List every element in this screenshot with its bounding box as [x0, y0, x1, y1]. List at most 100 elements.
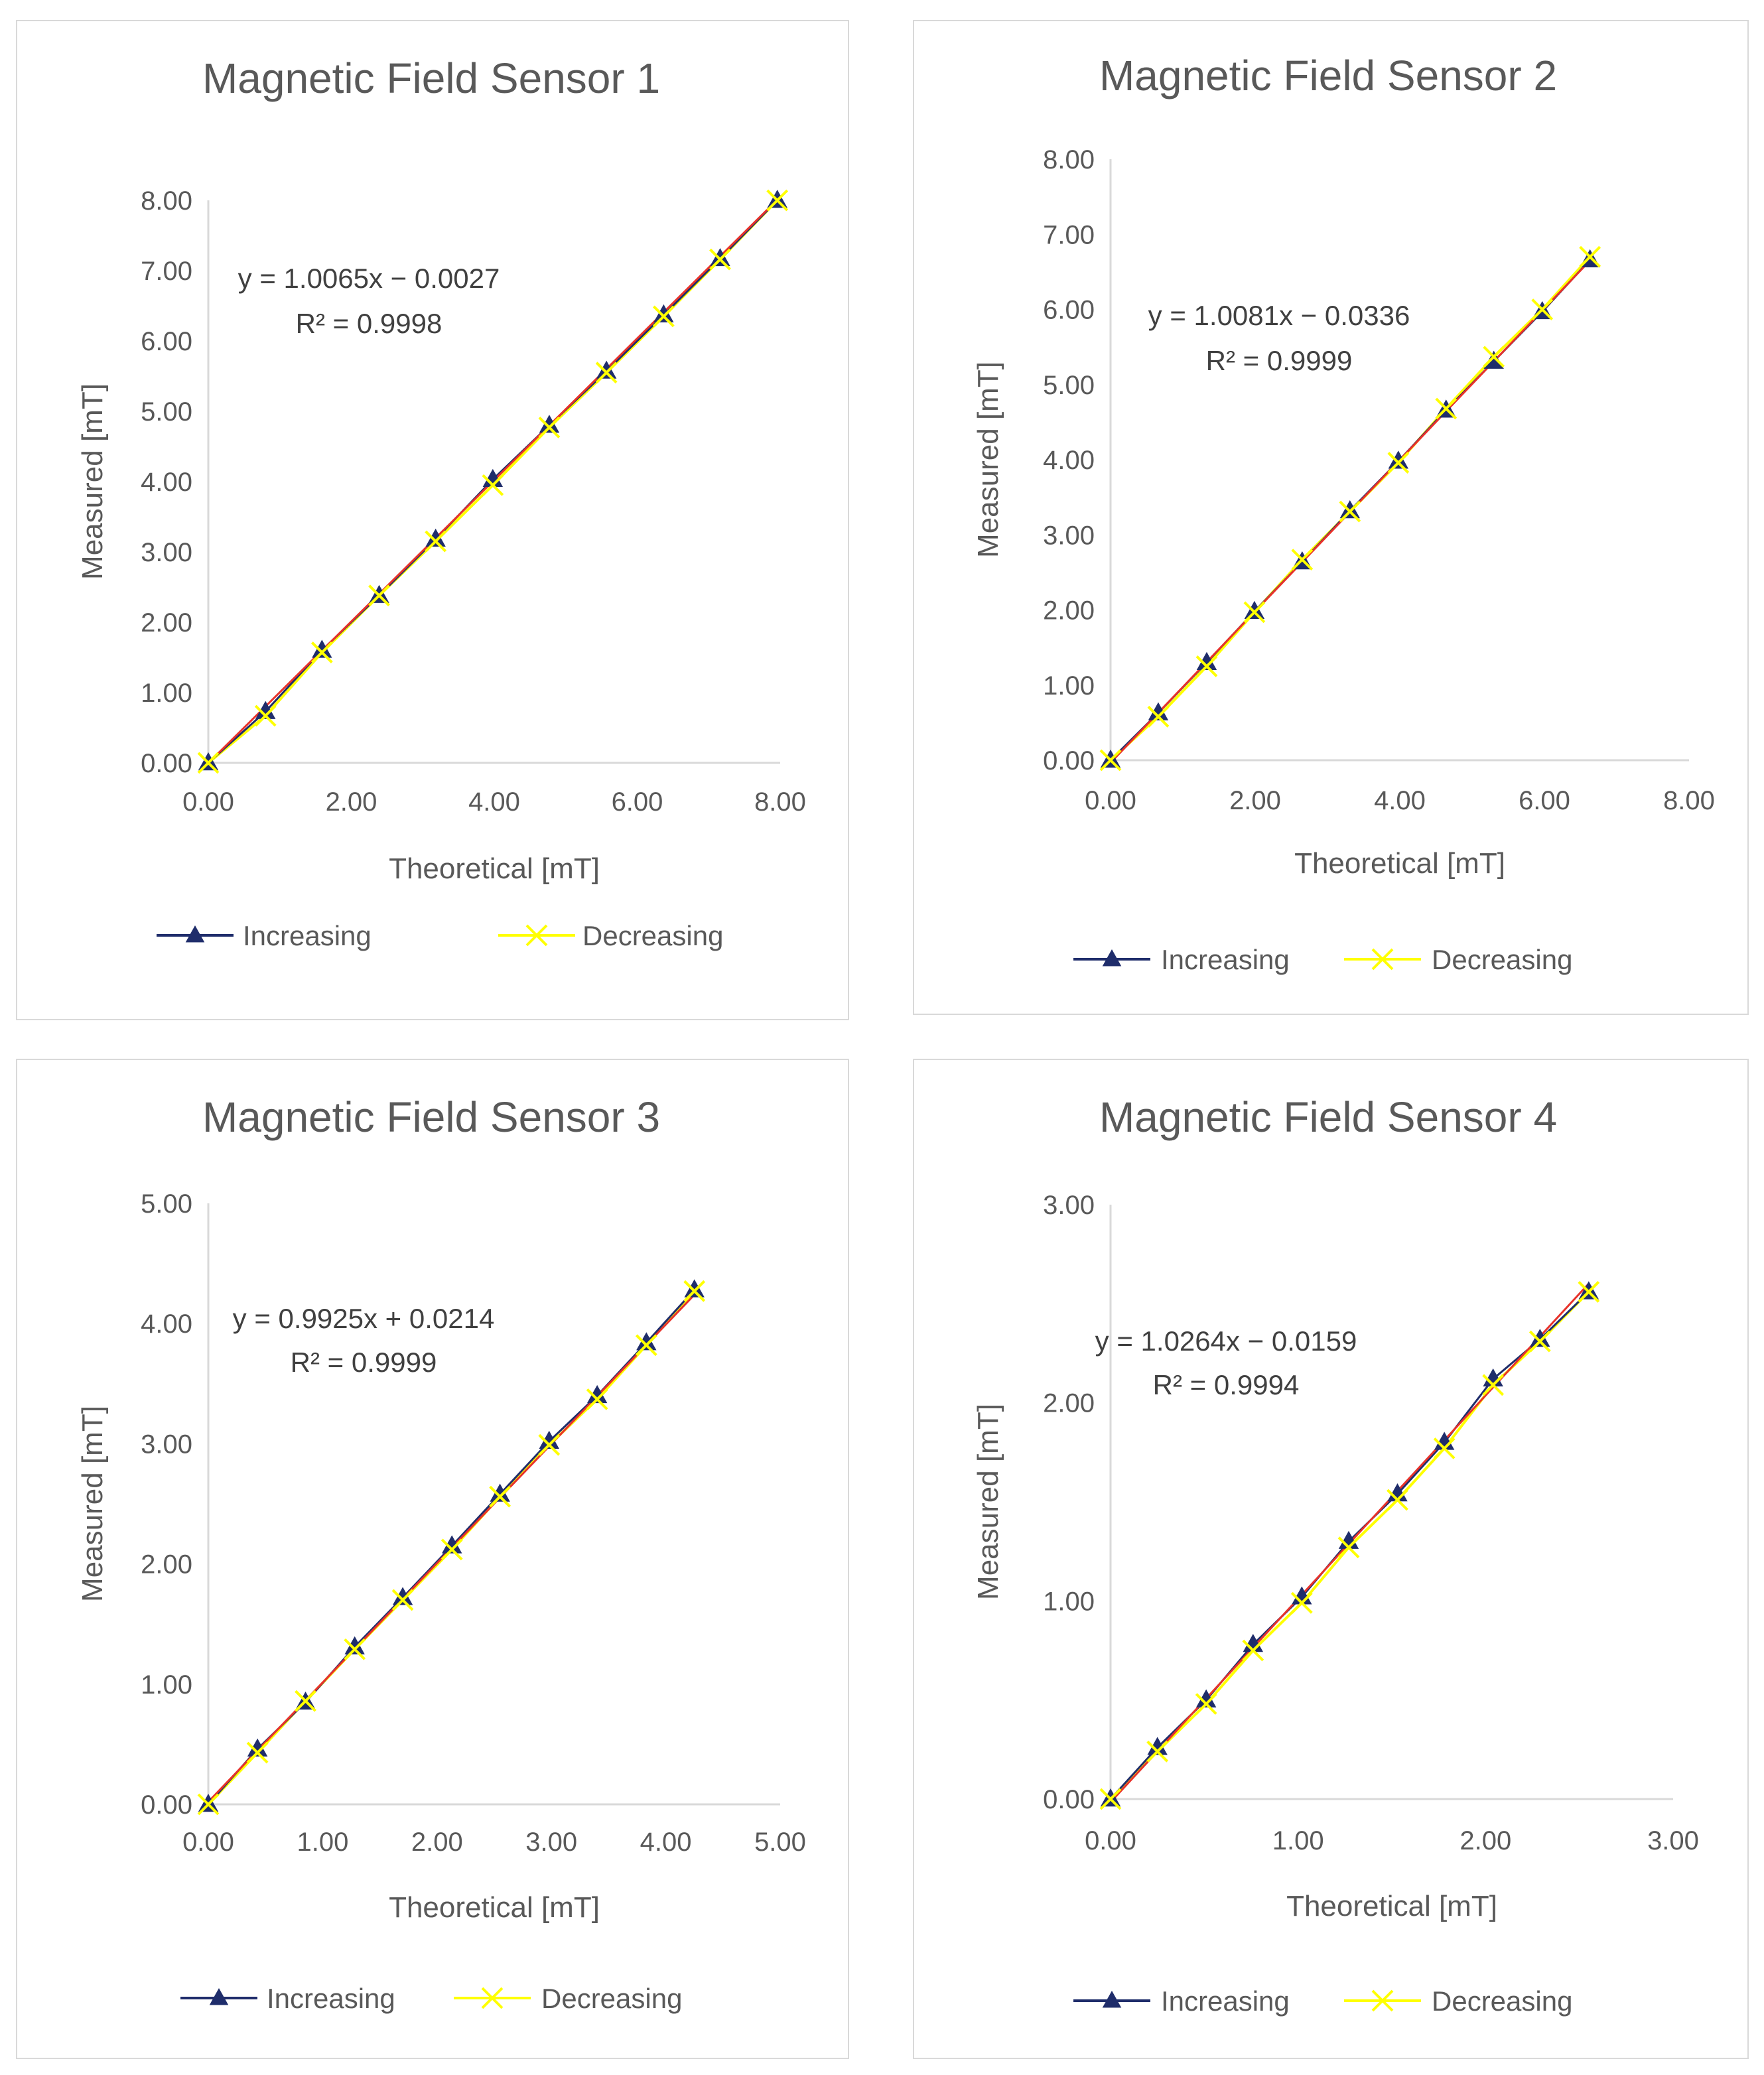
decreasing-point: [1482, 1374, 1505, 1396]
increasing-point: [442, 1535, 462, 1554]
legend-item-increasing: Increasing: [1073, 1985, 1290, 2017]
decreasing-point: [1290, 1591, 1313, 1614]
increasing-point: [1339, 500, 1360, 519]
legend-item-increasing: Increasing: [157, 920, 372, 951]
decreasing-point: [635, 1334, 657, 1357]
x-tick-label: 2.00: [326, 787, 377, 817]
x-tick-label: 1.00: [1272, 1826, 1324, 1855]
legend-item-decreasing: Decreasing: [1344, 944, 1572, 975]
y-tick-label: 1.00: [1043, 671, 1095, 701]
increasing-point: [1244, 600, 1265, 619]
chart-svg: Magnetic Field Sensor 1 0.00 2.00 4.00 6.00 8…: [76, 54, 806, 951]
decreasing-point: [766, 189, 789, 212]
legend-decreasing-label: Decreasing: [1432, 944, 1572, 975]
x-tick-label: 8.00: [754, 787, 806, 817]
y-axis-label: Measured [mT]: [972, 1404, 1004, 1600]
decreasing-point: [1528, 1330, 1551, 1353]
decreasing-point: [254, 704, 277, 727]
chart-svg: Magnetic Field Sensor 4 0.00 1.00 2.00 3.00 0…: [972, 1093, 1699, 2017]
y-tick-label: 6.00: [1043, 296, 1095, 325]
x-tick-label: 4.00: [468, 787, 520, 817]
x-tick-label: 8.00: [1663, 786, 1715, 815]
decreasing-point: [1531, 299, 1554, 320]
decreasing-point: [1099, 749, 1122, 771]
y-tick-label: 2.00: [1043, 596, 1095, 626]
decreasing-point: [197, 1793, 220, 1816]
decreasing-point: [1337, 1536, 1360, 1559]
increasing-point: [1530, 1329, 1550, 1347]
legend-increasing-marker: [185, 925, 205, 943]
y-tick-label: 1.00: [1043, 1587, 1095, 1616]
decreasing-point: [1387, 1489, 1408, 1511]
r-squared-label: R² = 0.9998: [296, 308, 442, 339]
legend-increasing-label: Increasing: [1161, 1985, 1290, 2017]
legend-increasing-marker: [1102, 949, 1122, 967]
x-axis-label: Theoretical [mT]: [1286, 1890, 1497, 1922]
decreasing-point: [1339, 500, 1361, 523]
decreasing-point: [595, 362, 618, 384]
decreasing-point: [538, 416, 561, 438]
increasing-point: [1195, 1689, 1217, 1707]
y-tick-label: 5.00: [141, 1189, 192, 1219]
chart-svg: Magnetic Field Sensor 2 0.00 2.00 4.00 6.00 8…: [972, 52, 1715, 975]
decreasing-point: [482, 474, 504, 496]
increasing-point: [539, 415, 560, 433]
increasing-point: [425, 528, 446, 547]
y-tick-label: 0.00: [1043, 1785, 1095, 1814]
legend: Increasing Decreasing: [157, 920, 723, 951]
decreasing-point: [1435, 397, 1458, 420]
y-axis-label: Measured [mT]: [972, 362, 1004, 558]
x-axis-label: Theoretical [mT]: [389, 1891, 600, 1924]
y-tick-label: 7.00: [1043, 220, 1095, 249]
y-tick-label: 8.00: [1043, 145, 1095, 174]
x-tick-label: 3.00: [1647, 1826, 1699, 1855]
decreasing-point: [1099, 1788, 1122, 1810]
decreasing-point: [1195, 1693, 1217, 1715]
decreasing-point: [1243, 601, 1266, 624]
increasing-point: [684, 1279, 705, 1298]
decreasing-point: [391, 1589, 414, 1611]
x-axis-label: Theoretical [mT]: [389, 852, 600, 885]
x-tick-label: 3.00: [525, 1828, 577, 1857]
decreasing-point: [1433, 1437, 1456, 1459]
x-tick-label: 5.00: [754, 1828, 806, 1857]
chart-svg: Magnetic Field Sensor 3 0.00 1.00 2.00 3.00 4…: [76, 1093, 806, 2014]
increasing-point: [1388, 450, 1409, 469]
increasing-point: [490, 1483, 510, 1502]
trendline-equation: y = 0.9925x + 0.0214: [233, 1303, 495, 1334]
legend-increasing-label: Increasing: [243, 920, 372, 951]
increasing-point: [1147, 1737, 1168, 1755]
chart-panel-sensor-4: Magnetic Field Sensor 4 0.00 1.00 2.00 3.00 0…: [913, 1059, 1749, 2059]
increasing-point: [539, 1430, 559, 1449]
r-squared-label: R² = 0.9994: [1153, 1369, 1300, 1400]
decreasing-point: [1242, 1639, 1264, 1662]
chart-title: Magnetic Field Sensor 4: [1099, 1093, 1557, 1141]
decreasing-point: [425, 530, 447, 553]
y-tick-label: 8.00: [141, 186, 192, 216]
x-tick-label: 0.00: [1085, 786, 1136, 815]
decreasing-point: [1291, 549, 1314, 571]
legend-decreasing-label: Decreasing: [1432, 1985, 1572, 2017]
y-tick-label: 2.00: [141, 1550, 192, 1579]
decreasing-point: [295, 1690, 316, 1712]
decreasing-point: [709, 248, 731, 271]
increasing-point: [653, 304, 674, 322]
decreasing-point: [441, 1538, 463, 1561]
chart-title: Magnetic Field Sensor 1: [202, 54, 660, 102]
x-tick-label: 2.00: [1459, 1826, 1511, 1855]
decreasing-point: [344, 1638, 366, 1660]
y-tick-label: 0.00: [141, 1790, 192, 1820]
legend-increasing-marker: [209, 1988, 229, 2005]
y-tick-label: 3.00: [141, 538, 192, 567]
increasing-point: [1387, 1483, 1408, 1502]
increasing-point: [482, 468, 504, 488]
decreasing-point: [489, 1485, 511, 1508]
y-tick-label: 7.00: [141, 257, 192, 286]
legend-decreasing-label: Decreasing: [582, 920, 723, 951]
increasing-point: [1434, 1432, 1455, 1450]
trendline-equation: y = 1.0081x − 0.0336: [1148, 300, 1410, 331]
x-axis-label: Theoretical [mT]: [1294, 847, 1505, 880]
decreasing-point: [197, 752, 220, 774]
increasing-point: [1196, 651, 1217, 670]
legend-decreasing-marker: [525, 924, 548, 947]
